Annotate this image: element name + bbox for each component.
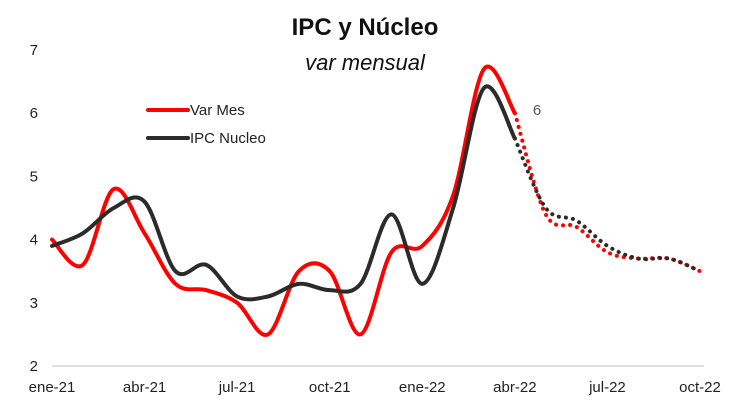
x-tick-label: jul-22: [588, 379, 626, 396]
y-tick-label: 6: [30, 105, 38, 122]
y-tick-label: 3: [30, 295, 38, 312]
legend-label-var-mes: Var Mes: [190, 102, 245, 119]
legend-label-ipc-nucleo: IPC Nucleo: [190, 130, 266, 147]
data-label: 6: [533, 102, 541, 119]
chart-subtitle: var mensual: [305, 50, 425, 75]
series-line-var-mes: [50, 64, 517, 337]
y-tick-label: 5: [30, 168, 38, 185]
x-tick-label: oct-21: [309, 379, 351, 396]
y-tick-label: 4: [30, 232, 38, 249]
x-tick-label: abr-22: [493, 379, 536, 396]
chart-title: IPC y Núcleo: [291, 14, 439, 41]
x-tick-label: abr-21: [123, 379, 166, 396]
series-projection-var-mes: [512, 111, 702, 274]
series-line-ipc-nucleo: [50, 84, 517, 302]
x-tick-label: jul-21: [218, 379, 256, 396]
series-projection-ipc-nucleo: [512, 136, 702, 274]
x-tick-label: ene-22: [399, 379, 446, 396]
y-tick-label: 7: [30, 42, 38, 59]
x-tick-label: ene-21: [29, 379, 76, 396]
x-tick-label: oct-22: [679, 379, 721, 396]
y-tick-label: 2: [30, 358, 38, 375]
